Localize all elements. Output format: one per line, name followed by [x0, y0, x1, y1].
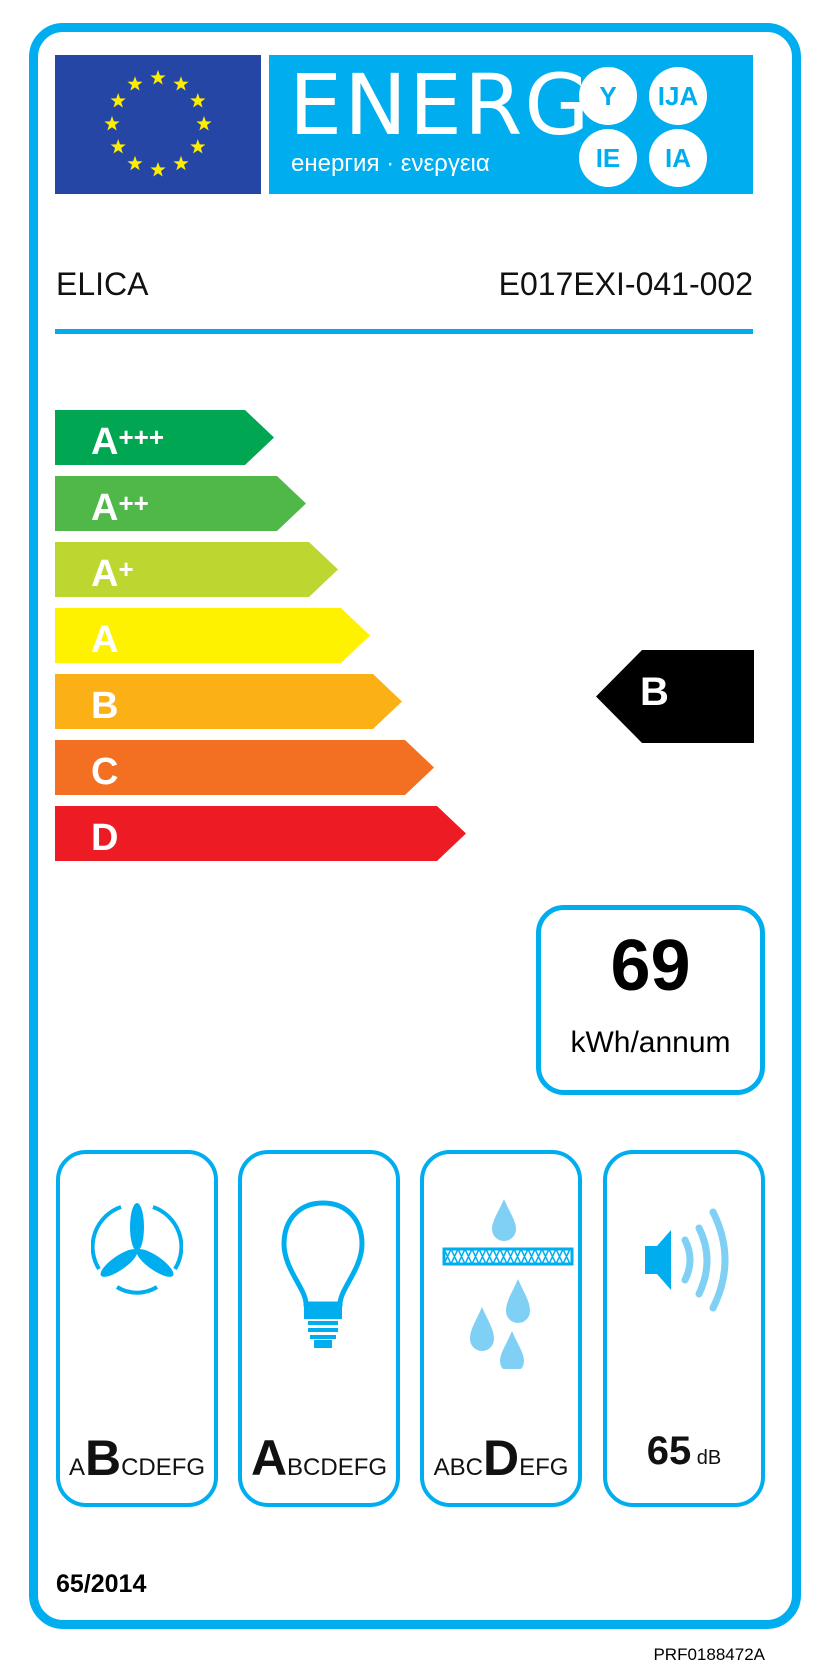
label-frame [29, 23, 801, 1629]
grease-scale: ABCDEFG [433, 1430, 569, 1486]
energy-class-bar: D [55, 806, 466, 861]
divider [55, 329, 753, 334]
rating-class: B [640, 670, 669, 714]
eu-flag-icon [55, 55, 261, 194]
consumption-unit: kWh/annum [570, 1026, 731, 1059]
star-icon [190, 139, 206, 154]
star-icon [190, 93, 206, 108]
energy-title: ENERG [289, 56, 592, 154]
document-code: PRF0188472A [653, 1645, 765, 1664]
rating-indicator: B [596, 650, 754, 743]
star-icon [173, 155, 189, 171]
regulation-number: 65/2014 [56, 1570, 147, 1598]
star-icon [104, 116, 120, 131]
consumption-value: 69 [610, 926, 691, 1006]
speaker-icon [645, 1208, 729, 1312]
efficiency-scale: ABCDEFG [68, 1430, 206, 1486]
fan-icon [91, 1203, 183, 1295]
suffix-ija: IJA [649, 67, 707, 125]
energy-subtitle: енергия · ενεργεια [291, 150, 490, 177]
star-icon [150, 162, 166, 177]
star-icon [127, 76, 143, 91]
grease-filtering-box: ABCDEFG [420, 1150, 582, 1507]
energy-class-bar: A+++ [55, 410, 274, 465]
energy-class-bar: B [55, 674, 402, 729]
supplier-name: ELICA [56, 266, 149, 302]
energy-class-bar: A++ [55, 476, 306, 531]
star-icon [127, 155, 143, 171]
suffix-y: Y [579, 67, 637, 125]
energy-class-bar: C [55, 740, 434, 795]
energy-consumption-box: 69 kWh/annum [536, 905, 765, 1095]
star-icon [110, 139, 126, 154]
energy-class-bar: A+ [55, 542, 338, 597]
noise-box: 65 dB [603, 1150, 765, 1507]
star-icon [110, 93, 126, 108]
grease-filter-icon [442, 1199, 574, 1369]
light-bulb-icon [281, 1200, 365, 1348]
energy-banner: ENERG енергия · ενεργεια Y IJA IE IA [269, 55, 753, 194]
star-icon [150, 70, 166, 85]
star-icon [196, 116, 212, 131]
model-identifier: E017EXI-041-002 [498, 266, 753, 302]
energy-class-bar: A [55, 608, 370, 663]
lighting-scale: ABCDEFG [250, 1430, 388, 1486]
star-icon [173, 76, 189, 91]
fluid-dynamic-efficiency-box: ABCDEFG [56, 1150, 218, 1507]
lighting-efficiency-box: ABCDEFG [238, 1150, 400, 1507]
suffix-ia: IA [649, 129, 707, 187]
noise-level: 65 dB [646, 1429, 722, 1473]
suffix-ie: IE [579, 129, 637, 187]
